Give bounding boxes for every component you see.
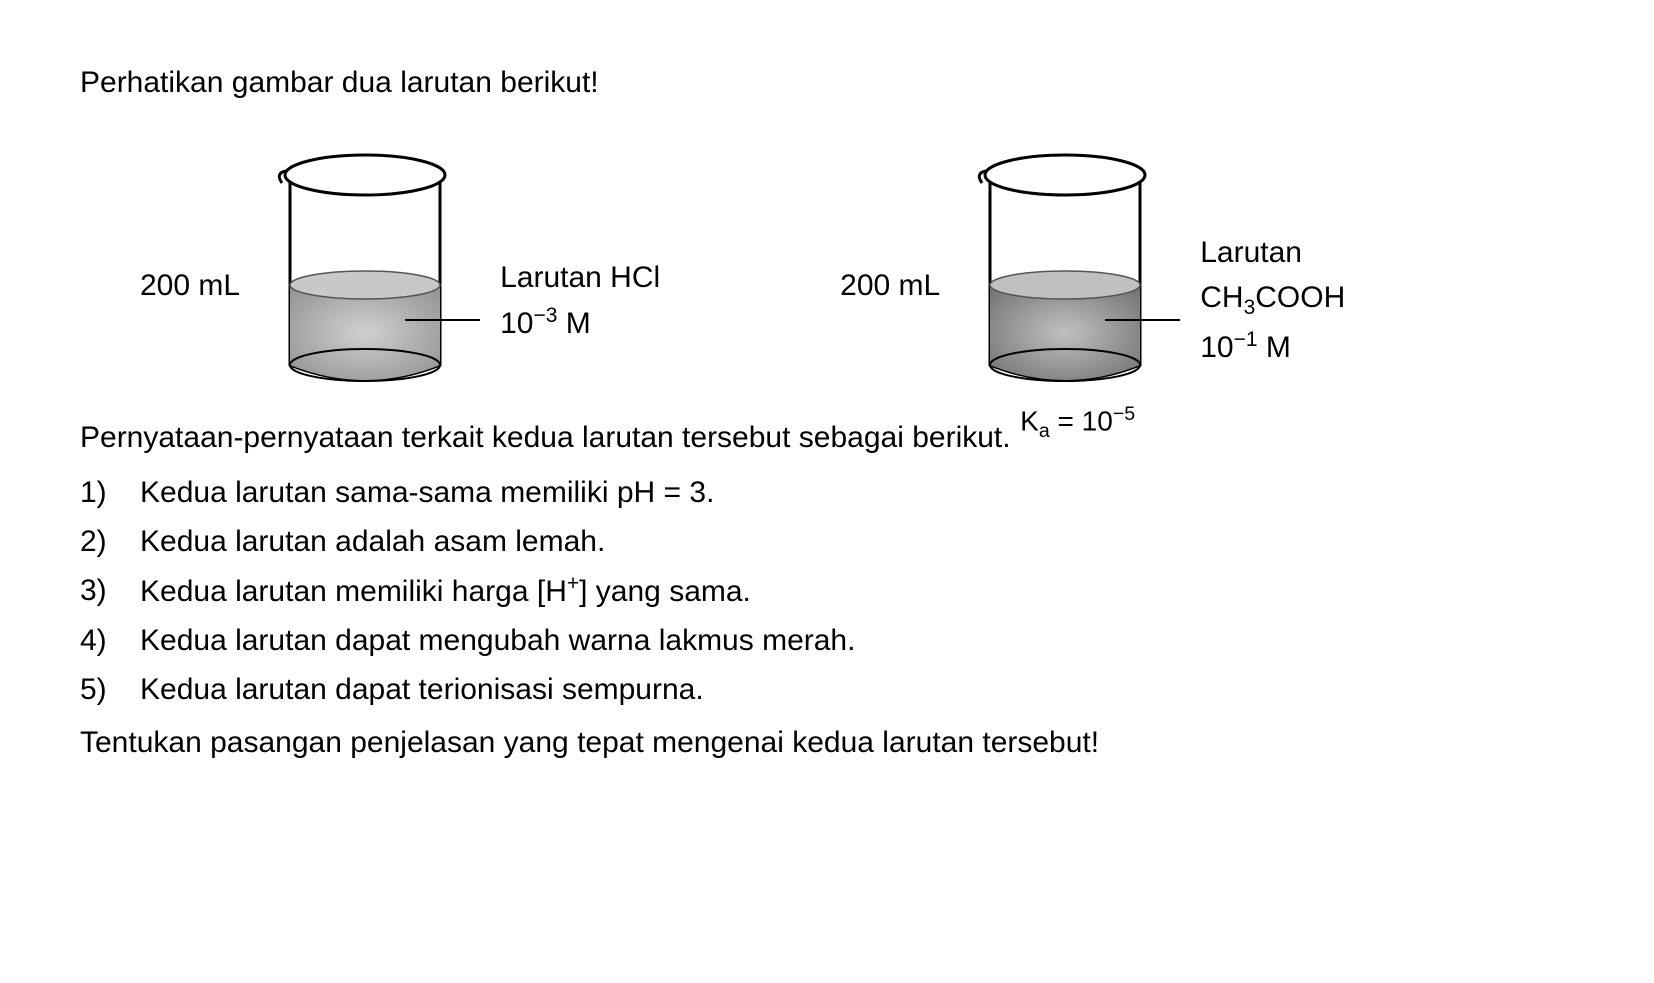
question-title: Perhatikan gambar dua larutan berikut! [80,60,1574,105]
statement-number: 4) [80,618,140,663]
statement-number: 3) [80,568,140,614]
beaker-2-icon [950,135,1180,395]
beakers-row: 200 mL Larutan HCl 10 [80,135,1574,395]
statement-row: 1) Kedua larutan sama-sama memiliki pH =… [80,470,1574,515]
beaker-1-label-line1: Larutan HCl [500,255,660,300]
statement-number: 2) [80,519,140,564]
statement-row: 4) Kedua larutan dapat mengubah warna la… [80,618,1574,663]
beaker-2-group: 200 mL Larutan CH3COOH 10−1 M Ka = 10−5 [840,135,1345,395]
statement-row: 3) Kedua larutan memiliki harga [H+] yan… [80,568,1574,614]
beaker-2-label-line2: CH3COOH [1200,275,1345,324]
statement-text: Kedua larutan sama-sama memiliki pH = 3. [140,470,1574,515]
final-question: Tentukan pasangan penjelasan yang tepat … [80,720,1574,765]
beaker-1-volume: 200 mL [140,263,240,308]
beaker-2-solution-label: Larutan CH3COOH 10−1 M [1200,230,1345,370]
beaker-1-label-line2: 10−3 M [500,300,660,346]
beaker-2-ka: Ka = 10−5 [1020,400,1135,446]
beaker-1-icon [250,135,480,395]
statement-row: 5) Kedua larutan dapat terionisasi sempu… [80,667,1574,712]
statement-text: Kedua larutan adalah asam lemah. [140,519,1574,564]
beaker-2-volume: 200 mL [840,263,940,308]
statements-intro: Pernyataan-pernyataan terkait kedua laru… [80,415,1574,460]
beaker-2-label-line1: Larutan [1200,230,1345,275]
statement-number: 5) [80,667,140,712]
statement-text: Kedua larutan dapat mengubah warna lakmu… [140,618,1574,663]
statement-text: Kedua larutan memiliki harga [H+] yang s… [140,568,1574,614]
beaker-1-group: 200 mL Larutan HCl 10 [140,135,660,395]
beaker-1-solution-label: Larutan HCl 10−3 M [500,255,660,346]
statement-row: 2) Kedua larutan adalah asam lemah. [80,519,1574,564]
statements-list: 1) Kedua larutan sama-sama memiliki pH =… [80,470,1574,712]
beaker-2-label-line3: 10−1 M [1200,324,1345,370]
statement-text: Kedua larutan dapat terionisasi sempurna… [140,667,1574,712]
statement-number: 1) [80,470,140,515]
